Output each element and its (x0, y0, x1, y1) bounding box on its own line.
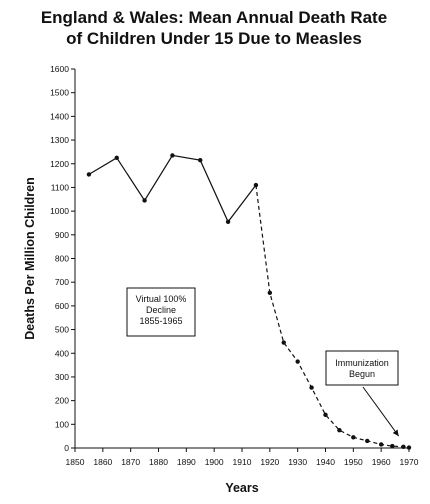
decline-annotation-box (126, 287, 196, 337)
y-axis-title: Deaths Per Million Children (23, 177, 37, 340)
data-point (295, 359, 300, 364)
series-line-dashed (255, 184, 410, 449)
x-tick-label: 1890 (177, 457, 196, 467)
data-point (86, 172, 92, 177)
y-tick-label: 1300 (50, 135, 69, 145)
x-tick-label: 1870 (121, 457, 140, 467)
y-tick-label: 0 (64, 443, 69, 453)
data-point (323, 412, 328, 418)
x-tick-label: 1910 (233, 457, 252, 467)
data-point (351, 435, 356, 440)
y-tick-label: 1500 (50, 88, 69, 98)
y-tick-label: 1400 (50, 111, 69, 121)
data-point (267, 290, 273, 296)
y-tick-label: 900 (55, 230, 69, 240)
x-tick-label: 1860 (93, 457, 112, 467)
data-point (225, 219, 231, 224)
data-point (170, 153, 175, 158)
immunization-arrow (362, 386, 400, 437)
immunization-annotation-text: Immunization (335, 358, 389, 368)
chart-title-line: England & Wales: Mean Annual Death Rate (41, 8, 387, 27)
y-tick-label: 1100 (51, 182, 70, 192)
y-tick-label: 500 (55, 325, 69, 335)
y-tick-label: 1000 (50, 206, 69, 216)
data-point (281, 340, 286, 345)
data-point (198, 157, 203, 163)
data-point (253, 182, 259, 188)
data-point (390, 443, 395, 449)
y-tick-label: 400 (55, 348, 69, 358)
y-tick-label: 700 (55, 277, 69, 287)
y-tick-label: 100 (55, 419, 69, 429)
x-axis-title: Years (225, 481, 258, 495)
y-tick-label: 1200 (50, 159, 69, 169)
y-tick-label: 1600 (50, 64, 69, 74)
x-tick-label: 1970 (400, 457, 419, 467)
y-tick-label: 300 (55, 372, 69, 382)
data-point (401, 444, 406, 450)
decline-annotation-text: Virtual 100% (136, 294, 187, 304)
x-tick-label: 1850 (66, 457, 85, 467)
series-line-solid (88, 154, 257, 223)
x-tick-label: 1920 (260, 457, 279, 467)
data-point (114, 155, 119, 161)
x-tick-label: 1960 (372, 457, 391, 467)
x-tick-label: 1880 (149, 457, 168, 467)
x-tick-label: 1940 (316, 457, 335, 467)
immunization-annotation-box (325, 350, 399, 386)
data-point (406, 445, 412, 450)
data-point (365, 438, 370, 444)
decline-annotation-text: 1855-1965 (139, 316, 182, 326)
data-point (337, 428, 342, 433)
y-tick-label: 600 (55, 301, 69, 311)
data-point (378, 442, 384, 447)
chart-title-line: of Children Under 15 Due to Measles (66, 29, 362, 48)
data-point (309, 385, 314, 390)
y-tick-label: 800 (55, 254, 69, 264)
immunization-annotation-text: Begun (349, 369, 375, 379)
x-tick-label: 1930 (288, 457, 307, 467)
y-tick-label: 200 (55, 396, 69, 406)
x-tick-label: 1950 (344, 457, 363, 467)
data-point (142, 198, 147, 203)
decline-annotation-text: Decline (146, 305, 176, 315)
x-tick-label: 1900 (205, 457, 224, 467)
